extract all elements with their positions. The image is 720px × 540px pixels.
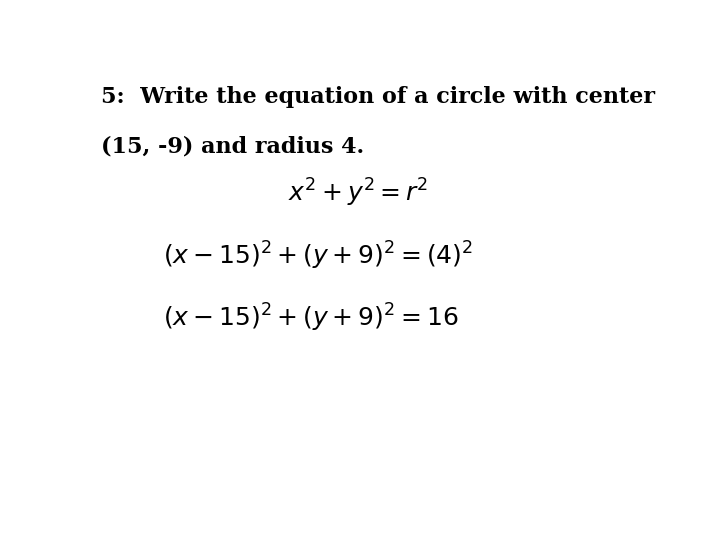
Text: $(x-15)^2 +(y+9)^2 = (4)^2$: $(x-15)^2 +(y+9)^2 = (4)^2$ [163, 239, 473, 272]
Text: (15, -9) and radius 4.: (15, -9) and radius 4. [101, 136, 364, 158]
Text: $(x-15)^2 +(y+9)^2 = 16$: $(x-15)^2 +(y+9)^2 = 16$ [163, 302, 458, 334]
Text: 5:  Write the equation of a circle with center: 5: Write the equation of a circle with c… [101, 85, 655, 107]
Text: $x^2 + y^2 = r^2$: $x^2 + y^2 = r^2$ [288, 177, 428, 210]
